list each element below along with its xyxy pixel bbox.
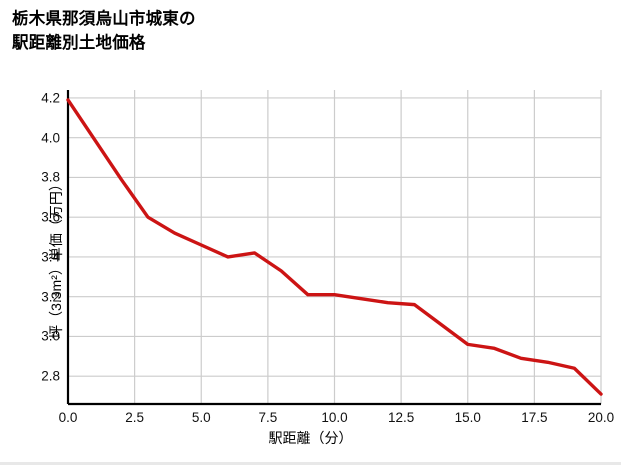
x-tick-label: 5.0 — [191, 410, 211, 425]
axis-spines — [66, 90, 601, 406]
x-tick-label: 0.0 — [58, 410, 78, 425]
x-tick-label: 15.0 — [454, 410, 481, 425]
x-tick-label: 7.5 — [258, 410, 278, 425]
y-tick-label: 4.0 — [41, 130, 60, 146]
x-tick-label: 17.5 — [521, 410, 548, 425]
y-tick-label: 4.2 — [41, 90, 60, 106]
gridlines — [68, 90, 602, 404]
y-axis-label-holder: 坪（3.3m²）単価（万円） — [18, 100, 64, 400]
x-tick-label: 20.0 — [587, 410, 615, 425]
x-tick-label: 2.5 — [125, 410, 145, 425]
y-tick-label: 3.0 — [41, 328, 60, 344]
y-axis-label: 坪（3.3m²）単価（万円） — [48, 177, 64, 339]
y-tick-label: 3.2 — [41, 289, 60, 305]
x-tick-label: 12.5 — [387, 410, 415, 425]
data-series-group — [66, 98, 603, 396]
x-axis-label: 駅距離（分） — [268, 430, 353, 446]
y-tick-label: 3.6 — [41, 209, 60, 225]
figure-bottom-rule — [0, 462, 621, 465]
price-line — [66, 98, 603, 396]
y-tick-label: 2.8 — [41, 368, 60, 384]
y-tick-label: 3.4 — [41, 249, 60, 265]
chart-title: 栃木県那須烏山市城東の 駅距離別土地価格 — [12, 10, 196, 52]
y-tick-label: 3.8 — [41, 169, 60, 185]
x-tick-label: 10.0 — [321, 410, 348, 425]
